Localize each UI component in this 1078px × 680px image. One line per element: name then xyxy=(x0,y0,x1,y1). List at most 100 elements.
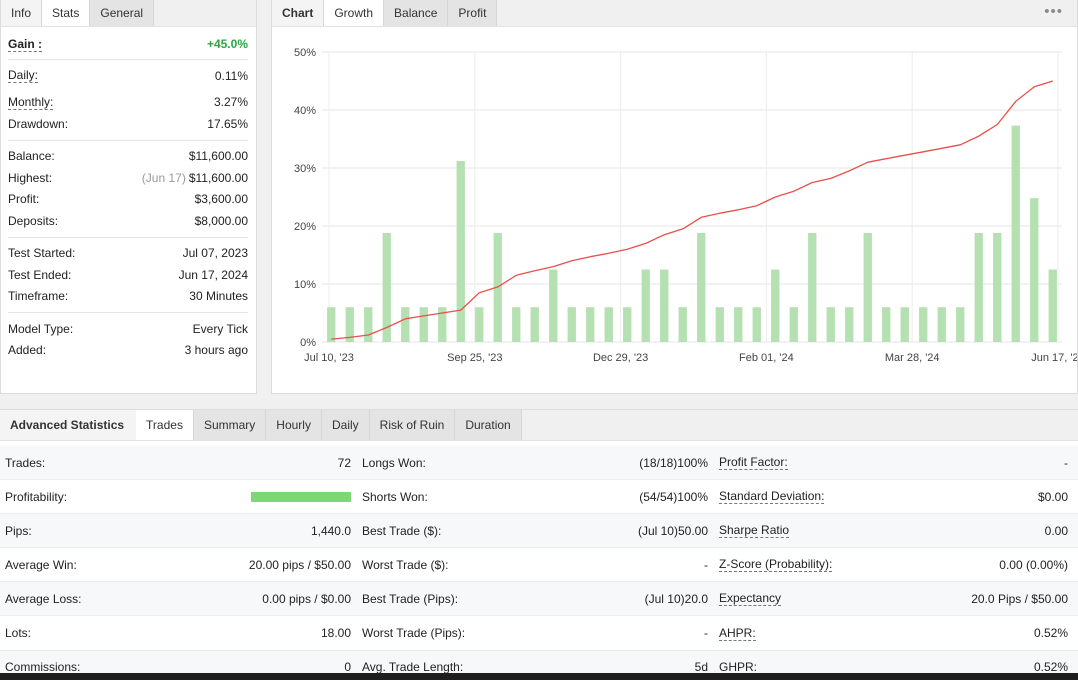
chart-bar xyxy=(789,307,798,342)
monthly-value: 3.27% xyxy=(213,95,248,110)
chart-bar xyxy=(808,232,817,342)
more-dots-icon[interactable]: ••• xyxy=(1044,3,1063,20)
highest-value: $11,600.00 xyxy=(188,170,248,185)
advanced-stats-table: Trades: 72 Longs Won: (18/18)100% Profit Fac… xyxy=(0,446,1078,680)
drawdown-value: 17.65% xyxy=(207,116,248,131)
table-row: Pips: 1,440.0 Best Trade ($): (Jul 10)50.00… xyxy=(0,514,1078,549)
chart-bar xyxy=(882,307,891,342)
added-value: 3 hours ago xyxy=(184,343,248,358)
deposits-label: Deposits: xyxy=(8,213,59,228)
stat-cell: Best Trade ($): (Jul 10)50.00 xyxy=(357,514,714,547)
chart-bar xyxy=(919,307,928,342)
gain-label[interactable]: Gain : xyxy=(8,36,43,52)
chart-bar xyxy=(475,307,484,342)
stat-label: Lots: xyxy=(5,626,32,641)
gain-value: +45.0% xyxy=(206,37,248,51)
x-tick-label: Mar 28, '24 xyxy=(885,352,940,364)
stat-label[interactable]: Expectancy xyxy=(719,591,782,607)
test-ended-label: Test Ended: xyxy=(8,267,72,282)
chart-bar xyxy=(327,307,336,342)
drawdown-label: Drawdown: xyxy=(8,116,69,131)
stat-cell: Sharpe Ratio 0.00 xyxy=(714,514,1078,547)
stat-value: 72 xyxy=(337,455,351,470)
tab-general[interactable]: General xyxy=(90,0,155,26)
chart-bar xyxy=(660,269,669,342)
stat-label[interactable]: Profit Factor: xyxy=(719,455,788,471)
stat-cell: Longs Won: (18/18)100% xyxy=(357,446,714,479)
chart-bar xyxy=(697,232,706,342)
stat-label: Average Win: xyxy=(5,557,77,572)
stat-label[interactable]: AHPR: xyxy=(719,625,756,641)
stat-cell: Expectancy 20.0 Pips / $50.00 xyxy=(714,582,1078,615)
model-type-label: Model Type: xyxy=(8,321,74,336)
stat-value: 18.00 xyxy=(320,626,351,641)
y-tick-label: 20% xyxy=(294,221,316,233)
daily-label[interactable]: Daily: xyxy=(8,68,39,84)
monthly-row: Monthly: 3.27% xyxy=(8,92,248,114)
chart-bar xyxy=(771,269,780,342)
chart-bar xyxy=(937,307,946,342)
stat-label: Worst Trade ($): xyxy=(362,557,449,572)
tab-stats[interactable]: Stats xyxy=(42,0,91,26)
stat-value: 0.00 xyxy=(1044,523,1068,538)
tab-chart[interactable]: Chart xyxy=(272,0,325,26)
tab-advanced-statistics[interactable]: Advanced Statistics xyxy=(0,410,137,440)
chart-bar xyxy=(345,307,354,342)
y-tick-label: 40% xyxy=(294,105,316,117)
stat-value: - xyxy=(704,626,708,641)
stat-value: 0.00 (0.00%) xyxy=(999,557,1068,572)
chart-bar xyxy=(419,307,428,342)
stat-label: Worst Trade (Pips): xyxy=(362,626,466,641)
chart-bar xyxy=(734,307,743,342)
stat-label: Best Trade (Pips): xyxy=(362,591,459,606)
gain-row: Gain : +45.0% xyxy=(8,29,248,59)
deposits-value: $8,000.00 xyxy=(194,213,248,228)
stat-cell: Average Loss: 0.00 pips / $0.00 xyxy=(0,582,357,615)
drawdown-row: Drawdown: 17.65% xyxy=(8,113,248,135)
tab-hourly[interactable]: Hourly xyxy=(266,410,322,440)
chart-bar xyxy=(1048,269,1057,342)
highest-label: Highest: xyxy=(8,170,53,185)
stat-label: Pips: xyxy=(5,523,32,538)
stat-label[interactable]: Z-Score (Probability): xyxy=(719,557,833,573)
stat-cell: Avg. Trade Length: 5d xyxy=(357,651,714,680)
stat-cell: Lots: 18.00 xyxy=(0,616,357,649)
stat-cell: Profitability: xyxy=(0,480,357,513)
divider xyxy=(8,139,248,141)
tab-balance[interactable]: Balance xyxy=(384,0,449,26)
chart-bar xyxy=(752,307,761,342)
chart-bar xyxy=(512,307,521,342)
chart-bar xyxy=(586,307,595,342)
stat-label[interactable]: Sharpe Ratio xyxy=(719,523,790,539)
stat-meta: (Jul 10) xyxy=(637,523,678,538)
test-ended-value: Jun 17, 2024 xyxy=(178,267,248,282)
tab-trades[interactable]: Trades xyxy=(136,410,194,440)
tab-summary[interactable]: Summary xyxy=(193,410,267,440)
stat-cell: Pips: 1,440.0 xyxy=(0,514,357,547)
tab-daily[interactable]: Daily xyxy=(321,410,370,440)
chart-bar xyxy=(863,232,872,342)
stat-cell: Z-Score (Probability): 0.00 (0.00%) xyxy=(714,548,1078,581)
chart-bar xyxy=(382,232,391,342)
chart-bar xyxy=(438,307,447,342)
chart-bar xyxy=(530,307,539,342)
tab-duration[interactable]: Duration xyxy=(455,410,522,440)
tab-profit[interactable]: Profit xyxy=(448,0,498,26)
chart-bar xyxy=(549,269,558,342)
timeframe-label: Timeframe: xyxy=(8,289,69,304)
stat-label: Commissions: xyxy=(5,660,81,675)
tab-growth[interactable]: Growth xyxy=(324,0,385,26)
tab-risk-of-ruin[interactable]: Risk of Ruin xyxy=(369,410,456,440)
stat-label[interactable]: Standard Deviation: xyxy=(719,489,825,505)
stat-value: 1,440.0 xyxy=(310,523,351,538)
stat-value: 0.52% xyxy=(1033,626,1068,641)
growth-chart: 50% 40% 30% 20% 10% 0% Jul 10, '23 Sep 25, '23 D… xyxy=(294,47,1077,364)
x-tick-label: Dec 29, '23 xyxy=(593,352,648,364)
monthly-label[interactable]: Monthly: xyxy=(8,94,54,110)
table-row: Average Win: 20.00 pips / $50.00 Worst Tra… xyxy=(0,548,1078,583)
tab-info[interactable]: Info xyxy=(1,0,43,26)
stat-meta: (Jul 10) xyxy=(644,591,685,606)
chart-bar xyxy=(604,307,613,342)
chart-bar xyxy=(845,307,854,342)
divider xyxy=(8,59,248,60)
